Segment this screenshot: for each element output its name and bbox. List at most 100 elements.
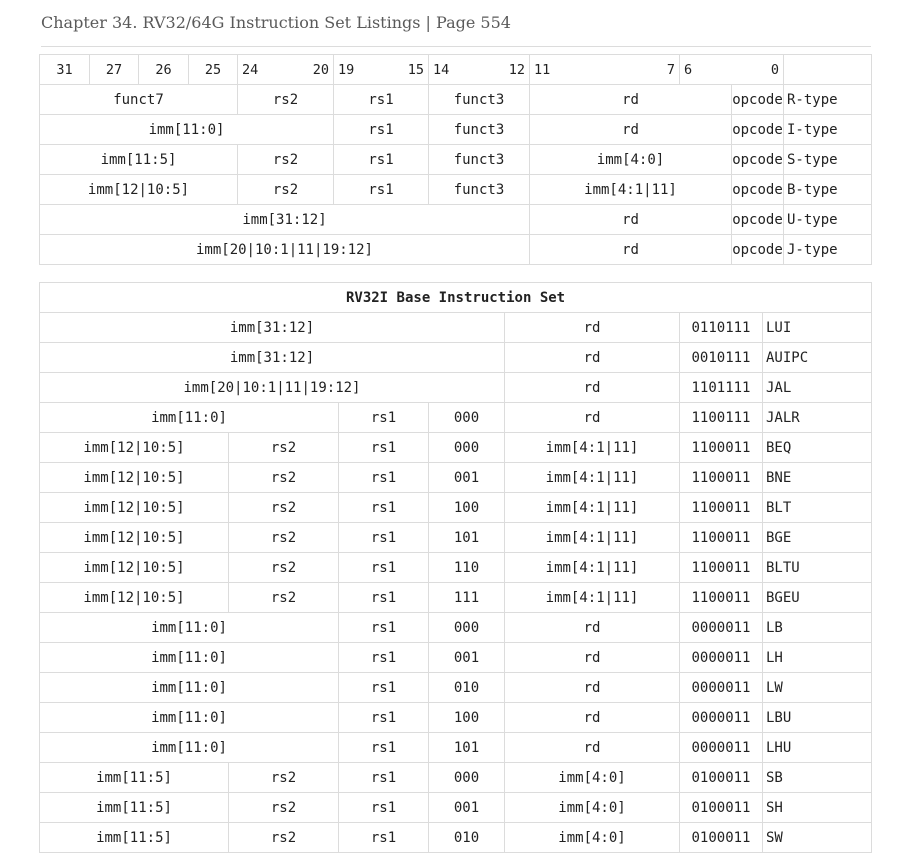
rs1-field: rs1 [338, 822, 429, 853]
mnemonic: BLT [761, 492, 873, 523]
funct3-field: 110 [428, 552, 505, 583]
funct3-field: funct3 [428, 144, 530, 175]
rs1-field: rs1 [338, 672, 429, 703]
rd-field: rd [504, 312, 680, 343]
mnemonic: BLTU [761, 552, 873, 583]
rd-field: rd [504, 702, 680, 733]
rs2-field: rs2 [228, 822, 339, 853]
format-row-r-type: funct7 rs2 rs1 funct3 rd opcode R-type [39, 84, 872, 115]
rd-field: rd [504, 672, 680, 703]
opcode-field: 0000011 [679, 672, 763, 703]
imm-high-field: imm[11:5] [39, 822, 229, 853]
rs1-field: rs1 [338, 792, 429, 823]
opcode-field: 0110111 [679, 312, 763, 343]
bit-position-pair: 14 12 [428, 54, 530, 85]
rs1-field: rs1 [338, 552, 429, 583]
bit-position: 7 [666, 61, 675, 78]
mnemonic: LH [761, 642, 873, 673]
funct3-field: funct3 [428, 84, 530, 115]
funct3-field: 100 [428, 492, 505, 523]
opcode-field: 1100011 [679, 462, 763, 493]
funct3-field: 000 [428, 432, 505, 463]
imm-field: imm[31:12] [39, 204, 530, 235]
format-row-s-type: imm[11:5] rs2 rs1 funct3 imm[4:0] opcode… [39, 144, 872, 175]
instruction-row-blt: imm[12|10:5] rs2 rs1 100 imm[4:1|11] 1100011 B… [39, 492, 873, 523]
format-type: S-type [783, 144, 872, 175]
rs1-field: rs1 [338, 522, 429, 553]
mnemonic: BEQ [761, 432, 873, 463]
imm-field: imm[11:0] [39, 702, 339, 733]
rs1-field: rs1 [333, 84, 429, 115]
bit-position: 12 [508, 61, 525, 78]
funct3-field: 000 [428, 612, 505, 643]
page-title: Chapter 34. RV32/64G Instruction Set Lis… [41, 13, 511, 32]
rs1-field: rs1 [338, 492, 429, 523]
instruction-row-bge: imm[12|10:5] rs2 rs1 101 imm[4:1|11] 1100011 B… [39, 522, 873, 553]
mnemonic: BGE [761, 522, 873, 553]
rs2-field: rs2 [228, 762, 339, 793]
imm-field: imm[11:0] [39, 732, 339, 763]
funct3-field: 001 [428, 462, 505, 493]
opcode-field: 1100111 [679, 402, 763, 433]
bit-position: 14 [433, 61, 450, 78]
bit-position: 19 [338, 61, 355, 78]
rs1-field: rs1 [338, 702, 429, 733]
format-row-j-type: imm[20|10:1|11|19:12] rd opcode J-type [39, 234, 872, 265]
empty-cell [783, 54, 872, 85]
rd-field: rd [504, 642, 680, 673]
bit-position: 15 [407, 61, 424, 78]
imm-low-field: imm[4:1|11] [504, 522, 680, 553]
rs1-field: rs1 [338, 612, 429, 643]
rs1-field: rs1 [333, 144, 429, 175]
mnemonic: JAL [761, 372, 873, 403]
funct7-field: funct7 [39, 84, 238, 115]
bit-position: 24 [242, 61, 259, 78]
opcode-field: 1100011 [679, 552, 763, 583]
funct3-field: 101 [428, 522, 505, 553]
rs1-field: rs1 [338, 432, 429, 463]
opcode-field: 1101111 [679, 372, 763, 403]
opcode-field: 1100011 [679, 522, 763, 553]
rs2-field: rs2 [228, 582, 339, 613]
opcode-field: 1100011 [679, 492, 763, 523]
instruction-row-auipc: imm[31:12] rd 0010111 AUIPC [39, 342, 873, 373]
bit-position: 11 [534, 61, 551, 78]
mnemonic: LW [761, 672, 873, 703]
instruction-row-bne: imm[12|10:5] rs2 rs1 001 imm[4:1|11] 1100011 B… [39, 462, 873, 493]
instruction-row-sb: imm[11:5] rs2 rs1 000 imm[4:0] 0100011 SB [39, 762, 873, 793]
instruction-row-bgeu: imm[12|10:5] rs2 rs1 111 imm[4:1|11] 1100011 B… [39, 582, 873, 613]
rd-field: rd [504, 732, 680, 763]
imm-field: imm[20|10:1|11|19:12] [39, 234, 530, 265]
opcode-field: opcode [731, 204, 784, 235]
imm-low-field: imm[4:0] [504, 792, 680, 823]
rd-field: rd [529, 84, 732, 115]
instruction-row-bltu: imm[12|10:5] rs2 rs1 110 imm[4:1|11] 1100011 B… [39, 552, 873, 583]
format-type: B-type [783, 174, 872, 205]
format-type: I-type [783, 114, 872, 145]
imm-high-field: imm[12|10:5] [39, 174, 238, 205]
funct3-field: 010 [428, 822, 505, 853]
bit-position: 31 [39, 54, 90, 85]
opcode-field: 0010111 [679, 342, 763, 373]
bit-position-pair: 19 15 [333, 54, 429, 85]
rd-field: rd [529, 204, 732, 235]
rs2-field: rs2 [237, 144, 334, 175]
rs2-field: rs2 [228, 492, 339, 523]
mnemonic: LBU [761, 702, 873, 733]
imm-high-field: imm[12|10:5] [39, 582, 229, 613]
opcode-field: 0100011 [679, 762, 763, 793]
rd-field: rd [504, 612, 680, 643]
imm-field: imm[20|10:1|11|19:12] [39, 372, 505, 403]
funct3-field: funct3 [428, 114, 530, 145]
format-type: U-type [783, 204, 872, 235]
mnemonic: BNE [761, 462, 873, 493]
funct3-field: 000 [428, 402, 505, 433]
imm-low-field: imm[4:0] [504, 762, 680, 793]
opcode-field: opcode [731, 84, 784, 115]
